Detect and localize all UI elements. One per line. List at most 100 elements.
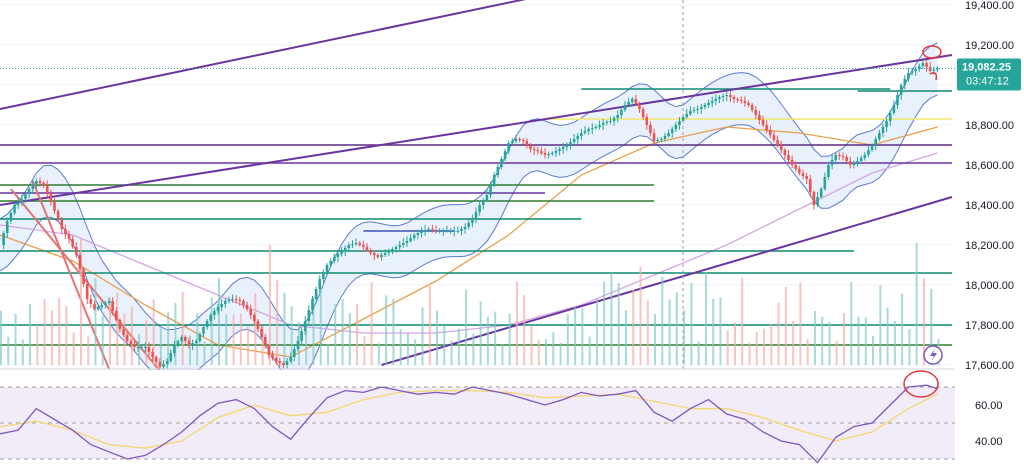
candle-body — [747, 103, 750, 105]
price-tick-label: 17,800.00 — [965, 320, 1014, 332]
candle-body — [511, 141, 514, 143]
candle-body — [612, 118, 616, 121]
candle-body — [380, 255, 383, 257]
candle-body — [630, 99, 634, 102]
volume-bar — [0, 310, 2, 365]
lightning-icon[interactable] — [923, 345, 943, 365]
candle-body — [914, 69, 917, 71]
candle-body — [365, 247, 369, 250]
volume-bar — [784, 286, 787, 365]
volume-bar — [617, 282, 620, 365]
volume-bar — [239, 313, 242, 365]
candle-body — [205, 321, 209, 327]
candle-body — [154, 357, 158, 362]
candle-body — [583, 131, 587, 133]
candle-body — [910, 71, 914, 73]
volume-bar — [392, 298, 395, 365]
candle-body — [176, 341, 180, 345]
candle-body — [100, 305, 104, 307]
candle-body — [9, 213, 13, 221]
candle-body — [220, 304, 223, 307]
candle-body — [718, 97, 721, 99]
candle-body — [332, 257, 336, 261]
candle-body — [881, 127, 885, 133]
candle-body — [801, 173, 805, 176]
candle-body — [656, 140, 659, 141]
candle-body — [412, 235, 416, 238]
candle-body — [398, 245, 401, 247]
volume-bar — [109, 297, 112, 365]
volume-bar — [515, 281, 518, 365]
volume-bar — [566, 314, 569, 365]
volume-bar — [348, 313, 351, 365]
volume-bar — [428, 285, 431, 365]
volume-bar — [893, 320, 896, 365]
candle-body — [721, 96, 725, 97]
volume-bar — [130, 306, 133, 365]
candle-body — [765, 125, 768, 130]
candle-body — [867, 150, 870, 155]
candle-body — [107, 301, 111, 303]
candle-body — [56, 211, 60, 220]
volume-bar — [828, 321, 831, 365]
candle-body — [434, 230, 438, 231]
volume-bar — [436, 310, 439, 365]
candle-body — [180, 337, 183, 341]
candle-body — [35, 181, 38, 185]
candle-body — [805, 176, 808, 179]
volume-bar — [486, 316, 489, 365]
candle-body — [427, 229, 431, 230]
volume-bar — [50, 310, 53, 365]
volume-bar — [225, 314, 228, 365]
volume-bar — [116, 293, 119, 365]
candle-body — [16, 202, 20, 205]
oscillator-panel[interactable] — [0, 370, 955, 473]
price-tick-label: 17,600.00 — [965, 360, 1014, 372]
last-price-tag: 19,082.25 03:47:12 — [957, 58, 1021, 91]
volume-bar — [7, 336, 10, 365]
candle-body — [402, 243, 405, 245]
candle-body — [431, 229, 434, 230]
candle-body — [169, 353, 173, 361]
volume-bar — [690, 283, 693, 365]
volume-bars — [0, 239, 940, 365]
volume-bar — [806, 339, 809, 365]
candle-body — [783, 150, 787, 155]
volume-bar — [377, 343, 380, 365]
volume-bar — [268, 244, 271, 365]
volume-bar — [36, 325, 39, 365]
price-panel[interactable] — [0, 0, 955, 473]
candle-body — [307, 310, 311, 321]
price-axis[interactable]: 19,400.0019,200.0019,000.0018,800.0018,6… — [955, 0, 1024, 473]
candle-body — [845, 157, 848, 161]
candle-body — [289, 357, 292, 361]
trend-line — [0, 0, 527, 110]
candle-body — [129, 341, 133, 344]
volume-bar — [145, 320, 148, 365]
annotation-circle-1 — [922, 45, 942, 59]
candle-body — [245, 305, 249, 309]
candle-body — [89, 299, 93, 304]
candle-body — [514, 139, 518, 141]
candle-body — [282, 363, 285, 365]
candle-body — [936, 68, 939, 70]
candle-body — [888, 113, 892, 121]
candle-body — [907, 73, 910, 79]
volume-bar — [152, 299, 155, 365]
candle-body — [253, 315, 256, 321]
candle-body — [532, 149, 536, 150]
candle-body — [830, 160, 834, 165]
candle-body — [362, 245, 365, 247]
candle-body — [838, 155, 841, 156]
candle-body — [787, 155, 790, 160]
candle-body — [554, 151, 558, 153]
candle-body — [216, 307, 220, 311]
volume-bar — [741, 277, 744, 365]
candle-body — [82, 269, 85, 284]
candle-body — [750, 105, 754, 110]
volume-bar — [327, 344, 330, 365]
candle-body — [507, 143, 511, 151]
volume-bar — [196, 313, 199, 365]
candle-body — [93, 304, 96, 309]
